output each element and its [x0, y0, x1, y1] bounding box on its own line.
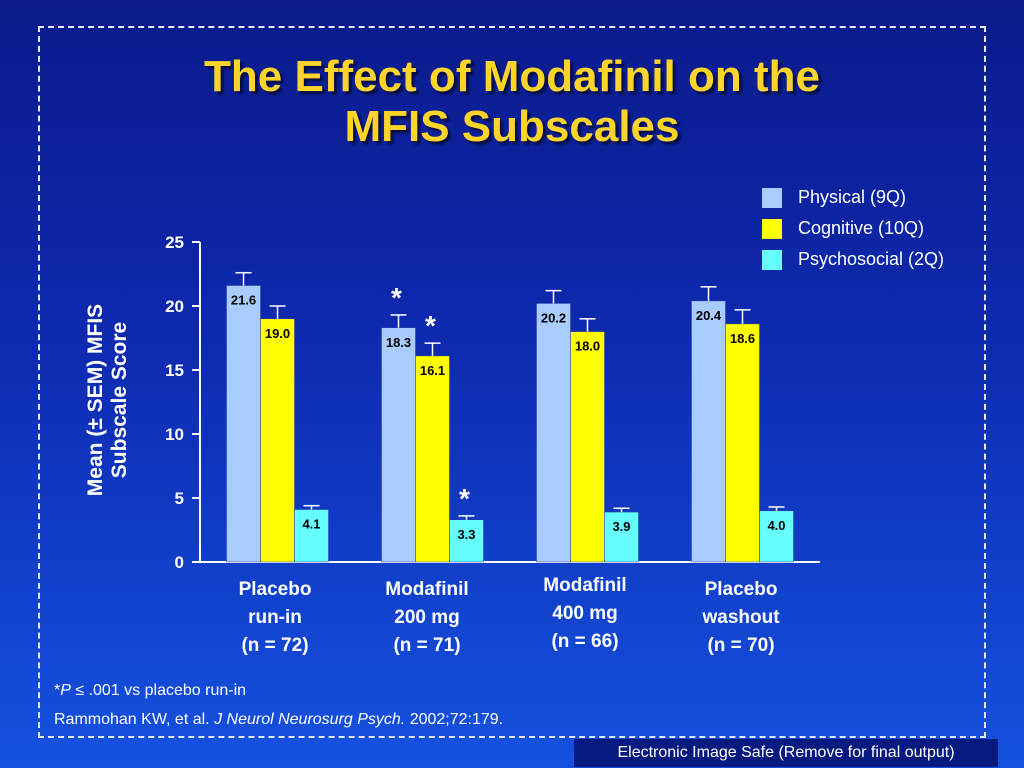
legend-swatch-cognitive — [762, 218, 782, 239]
legend-item-cognitive: Cognitive (10Q) — [762, 213, 944, 244]
y-tick-label: 10 — [165, 425, 184, 444]
bar-value-label: 4.1 — [302, 517, 320, 532]
title-line-1: The Effect of Modafinil on the — [204, 52, 820, 101]
bar-value-label: 16.1 — [420, 363, 445, 378]
category-label-placebo-run-in: Placebo run-in (n = 72) — [195, 576, 355, 660]
category-label-line: washout — [702, 607, 780, 628]
bar-value-label: 4.0 — [767, 518, 785, 533]
bar — [226, 285, 261, 563]
bar-value-label: 18.6 — [730, 331, 755, 346]
category-label-placebo-washout: Placebo washout (n = 70) — [661, 576, 821, 660]
bar-value-label: 3.3 — [457, 527, 475, 542]
citation: Rammohan KW, et al. J Neurol Neurosurg P… — [54, 711, 503, 729]
legend-label-cognitive: Cognitive (10Q) — [798, 218, 925, 238]
category-label-line: Placebo — [238, 579, 312, 600]
bar-value-label: 20.4 — [696, 308, 722, 323]
category-label-line: (n = 71) — [393, 635, 461, 656]
legend-swatch-psychosocial — [762, 249, 782, 270]
bar — [449, 519, 484, 563]
legend-item-physical: Physical (9Q) — [762, 182, 944, 213]
bar-value-label: 20.2 — [541, 310, 566, 325]
bar — [725, 323, 760, 563]
bar-value-label: 18.0 — [575, 339, 600, 354]
citation-authors: Rammohan KW, et al. — [54, 711, 215, 728]
bar — [759, 510, 794, 563]
category-label-line: (n = 66) — [551, 631, 619, 652]
citation-journal: J Neurol Neurosurg Psych. — [214, 711, 406, 728]
footnote-marker: * — [54, 682, 61, 699]
title-line-2: MFIS Subscales — [344, 102, 680, 151]
bar — [570, 331, 605, 563]
category-label-modafinil-200: Modafinil 200 mg (n = 71) — [347, 576, 507, 660]
category-label-line: (n = 72) — [241, 635, 309, 656]
footnote-text: ≤ .001 vs placebo run-in — [75, 682, 247, 699]
legend-item-psychosocial: Psychosocial (2Q) — [762, 244, 944, 275]
significance-marker: * — [425, 310, 436, 341]
bar-value-label: 19.0 — [265, 326, 290, 341]
category-label-line: Modafinil — [385, 579, 469, 600]
category-label-line: 200 mg — [394, 607, 460, 628]
category-label-modafinil-400: Modafinil 400 mg (n = 66) — [505, 572, 665, 656]
category-label-line: (n = 70) — [707, 635, 775, 656]
dashed-frame — [38, 26, 986, 738]
legend-swatch-physical — [762, 187, 782, 208]
chart-legend: Physical (9Q) Cognitive (10Q) Psychosoci… — [762, 182, 944, 275]
footnote: *P ≤ .001 vs placebo run-in — [54, 682, 246, 700]
bar — [536, 303, 571, 563]
bar — [604, 511, 639, 563]
y-tick-label: 20 — [165, 297, 184, 316]
bar-value-label: 18.3 — [386, 335, 411, 350]
y-tick-label: 5 — [175, 489, 184, 508]
legend-label-physical: Physical (9Q) — [798, 187, 907, 207]
significance-marker: * — [391, 282, 402, 313]
legend-label-psychosocial: Psychosocial (2Q) — [798, 249, 945, 269]
bar-value-label: 3.9 — [612, 519, 630, 534]
bar — [381, 327, 416, 563]
y-tick-label: 0 — [175, 553, 184, 572]
bar-value-label: 21.6 — [231, 293, 256, 308]
category-label-line: Placebo — [704, 579, 778, 600]
significance-marker: * — [459, 483, 470, 514]
bar — [691, 300, 726, 563]
category-label-line: 400 mg — [552, 603, 618, 624]
category-label-line: run-in — [248, 607, 302, 628]
bar — [294, 509, 329, 563]
category-label-line: Modafinil — [543, 575, 627, 596]
citation-rest: 2002;72:179. — [405, 711, 504, 728]
footnote-p-symbol: P — [60, 682, 71, 699]
y-tick-label: 25 — [165, 233, 184, 252]
bar — [415, 355, 450, 563]
y-tick-label: 15 — [165, 361, 184, 380]
electronic-image-safe-banner: Electronic Image Safe (Remove for final … — [574, 739, 998, 767]
slide-title: The Effect of Modafinil on the MFIS Subs… — [0, 52, 1024, 152]
bar — [260, 318, 295, 563]
